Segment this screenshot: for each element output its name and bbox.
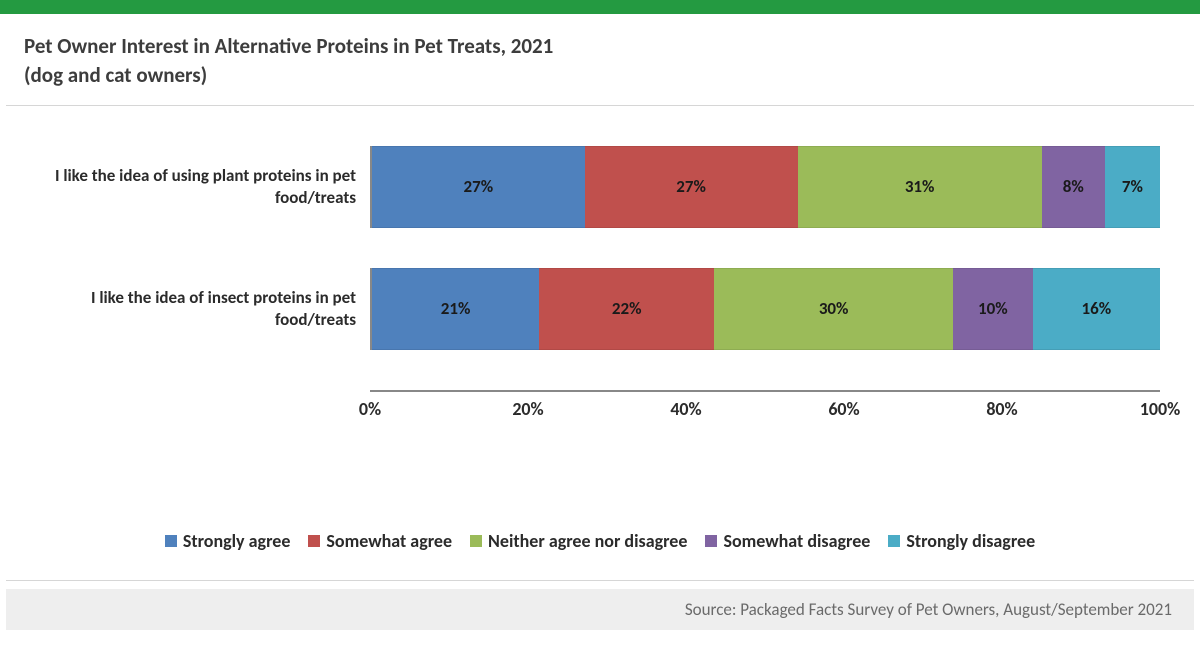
bar-segment-strongly-agree: 21% (372, 268, 539, 350)
legend: Strongly agree Somewhat agree Neither ag… (0, 526, 1200, 562)
legend-label: Neither agree nor disagree (488, 530, 687, 552)
bar-segment-somewhat-disagree: 8% (1042, 146, 1105, 228)
chart-subtitle: (dog and cat owners) (24, 61, 1176, 90)
x-axis: 0% 20% 40% 60% 80% 100% (370, 390, 1160, 424)
swatch-icon (308, 535, 320, 547)
legend-item: Strongly disagree (888, 530, 1035, 552)
source-citation: Source: Packaged Facts Survey of Pet Own… (6, 589, 1194, 630)
category-label: I like the idea of using plant proteins … (40, 165, 370, 209)
swatch-icon (705, 535, 717, 547)
legend-item: Neither agree nor disagree (470, 530, 687, 552)
bar-segment-neither: 30% (714, 268, 953, 350)
x-tick-label: 60% (828, 398, 859, 420)
bar-segment-somewhat-agree: 22% (539, 268, 714, 350)
divider (6, 580, 1194, 581)
legend-label: Somewhat disagree (723, 530, 870, 552)
x-tick-label: 80% (986, 398, 1017, 420)
bar-segment-somewhat-disagree: 10% (953, 268, 1033, 350)
bar-segment-neither: 31% (798, 146, 1042, 228)
bar-row: I like the idea of using plant proteins … (40, 146, 1160, 228)
x-tick-label: 20% (512, 398, 543, 420)
x-tick-label: 40% (670, 398, 701, 420)
legend-item: Somewhat agree (308, 530, 452, 552)
legend-item: Strongly agree (165, 530, 291, 552)
x-tick-label: 0% (359, 398, 381, 420)
legend-item: Somewhat disagree (705, 530, 870, 552)
legend-label: Somewhat agree (326, 530, 452, 552)
bar-segment-strongly-agree: 27% (372, 146, 585, 228)
swatch-icon (888, 535, 900, 547)
stacked-bar: 27% 27% 31% 8% 7% (370, 146, 1160, 228)
swatch-icon (165, 535, 177, 547)
bar-segment-strongly-disagree: 7% (1105, 146, 1160, 228)
x-tick-label: 100% (1140, 398, 1181, 420)
legend-label: Strongly disagree (906, 530, 1035, 552)
chart-area: I like the idea of using plant proteins … (0, 106, 1200, 526)
swatch-icon (470, 535, 482, 547)
legend-label: Strongly agree (183, 530, 291, 552)
stacked-bar: 21% 22% 30% 10% 16% (370, 268, 1160, 350)
bar-segment-strongly-disagree: 16% (1033, 268, 1160, 350)
bar-segment-somewhat-agree: 27% (585, 146, 798, 228)
accent-bar (0, 0, 1200, 14)
bar-row: I like the idea of insect proteins in pe… (40, 268, 1160, 350)
chart-header: Pet Owner Interest in Alternative Protei… (0, 14, 1200, 105)
category-label: I like the idea of insect proteins in pe… (40, 287, 370, 331)
chart-title: Pet Owner Interest in Alternative Protei… (24, 32, 1176, 61)
